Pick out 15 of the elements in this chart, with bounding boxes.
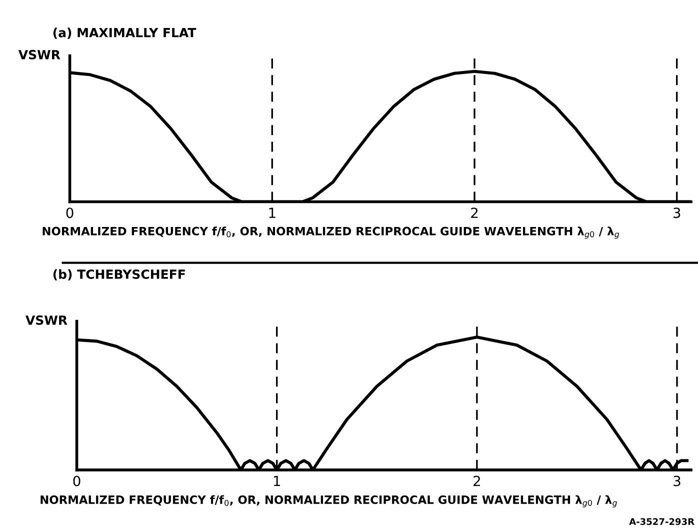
x-tick-label: 0 [66,208,74,218]
chart-title: (a) MAXIMALLY FLAT [53,28,196,39]
y-axis-title: VSWR [26,315,68,325]
chart-title: (b) TCHEBYSCHEFF [53,269,185,280]
text: A-3527-293R [629,518,694,526]
x-tick-label: 3 [674,476,680,486]
x-tick-label: 2 [471,208,478,218]
x-axis-title: NORMALIZED FREQUENCY f/f$_{0}$, OR, NORMALIZED RECIPROCAL GUIDE WAVELENGTH λ$_{g0}$ / λ$_{g}$ [42,226,620,239]
y-axis-title: VSWR [18,50,60,60]
x-axis-title: NORMALIZED FREQUENCY f/f$_{0}$, OR, NORMALIZED RECIPROCAL GUIDE WAVELENGTH λ$_{g0}$ / λ$_{g}$ [40,495,617,508]
x-tick-label: 1 [269,208,276,218]
x-tick-label: 3 [673,208,680,218]
x-tick-label: 0 [73,476,80,486]
x-tick-label: 2 [474,476,480,486]
x-tick-label: 1 [274,476,280,486]
